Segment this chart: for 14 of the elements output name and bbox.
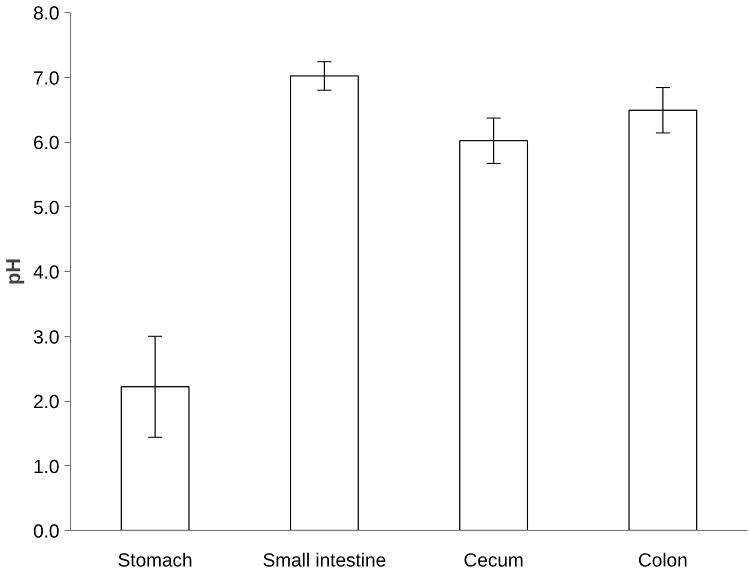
- x-tick-label: Cecum: [464, 550, 524, 572]
- y-tick-label: 3.0: [33, 327, 60, 348]
- y-tick-label: 1.0: [33, 456, 60, 478]
- y-tick-label: 0.0: [33, 522, 60, 542]
- y-tick-label: 5.0: [33, 198, 60, 219]
- y-tick-label: 8.0: [33, 4, 60, 24]
- x-tick-label: Stomach: [118, 550, 193, 572]
- x-tick-label: Small intestine: [262, 550, 386, 572]
- y-tick-label: 2.0: [33, 392, 60, 413]
- x-tick-label: Colon: [638, 550, 688, 572]
- y-tick-label: 6.0: [33, 133, 60, 154]
- y-tick-label: 7.0: [33, 68, 60, 90]
- y-axis-title: pH: [3, 258, 26, 285]
- y-tick-label: 4.0: [33, 262, 60, 284]
